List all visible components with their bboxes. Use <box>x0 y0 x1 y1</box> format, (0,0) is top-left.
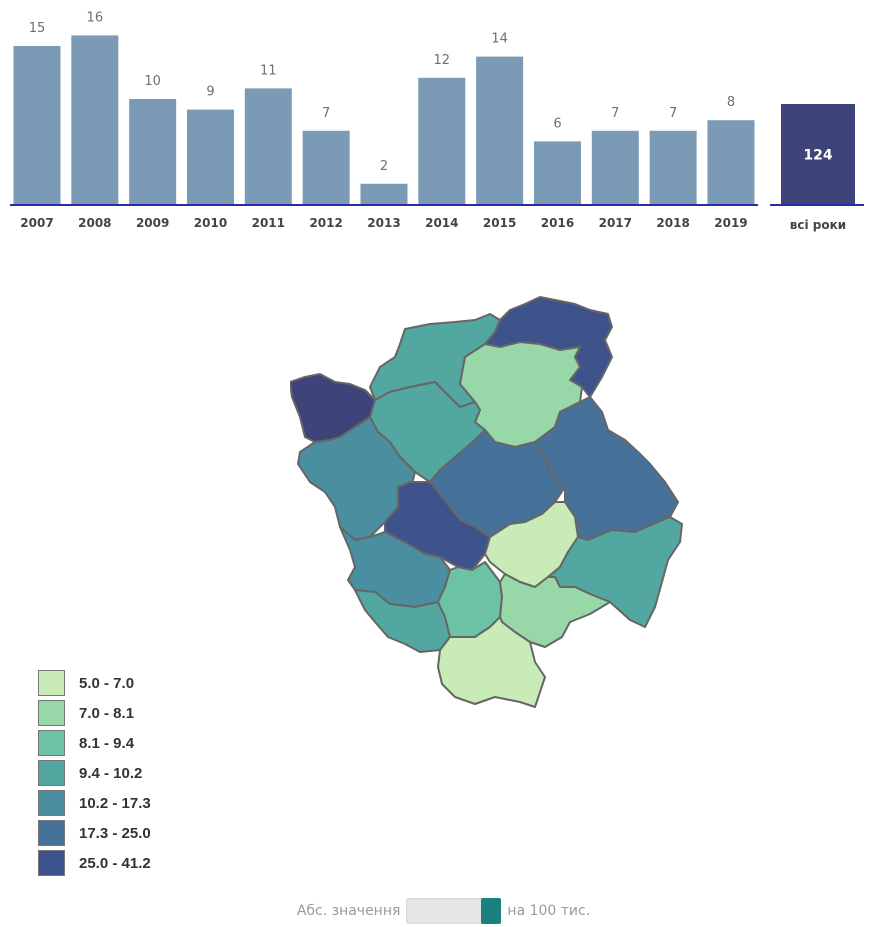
absolute-values-label: Абс. значення <box>296 903 401 919</box>
legend: 5.0 - 7.0 7.0 - 8.1 8.1 - 9.4 9.4 - 10.2 10.… <box>38 668 151 878</box>
bar-value-label: 14 <box>491 32 508 47</box>
bar-value-label: 7 <box>322 106 330 121</box>
bar-2007[interactable] <box>13 46 61 205</box>
legend-swatch <box>38 700 65 726</box>
bar-2011[interactable] <box>244 88 292 205</box>
bar-value-label: 12 <box>434 53 451 68</box>
bar-2008[interactable] <box>71 35 119 206</box>
legend-label: 17.3 - 25.0 <box>79 824 151 842</box>
map-region-far-south[interactable] <box>437 616 546 708</box>
total-label: всі роки <box>790 218 846 232</box>
x-tick-label: 2018 <box>656 216 689 230</box>
x-tick-label: 2012 <box>309 216 342 230</box>
bar-value-label: 7 <box>669 106 677 121</box>
bar-2010[interactable] <box>186 109 234 205</box>
bar-chart: 15 2007 16 2008 10 2009 9 2010 11 2011 7 2012 2 2013 1… <box>10 10 864 232</box>
legend-swatch <box>38 670 65 696</box>
legend-item: 10.2 - 17.3 <box>38 788 151 818</box>
x-tick-label: 2013 <box>367 216 400 230</box>
bar-value-label: 11 <box>260 63 277 78</box>
x-tick-label: 2019 <box>714 216 747 230</box>
legend-item: 17.3 - 25.0 <box>38 818 151 848</box>
bar-2018[interactable] <box>649 130 697 205</box>
x-tick-label: 2011 <box>252 216 285 230</box>
legend-item: 25.0 - 41.2 <box>38 848 151 878</box>
bar-2017[interactable] <box>591 130 639 205</box>
legend-swatch <box>38 850 65 876</box>
bar-value-label: 15 <box>29 21 46 36</box>
total-value-label: 124 <box>803 148 832 164</box>
legend-item: 7.0 - 8.1 <box>38 698 151 728</box>
legend-item: 8.1 - 9.4 <box>38 728 151 758</box>
legend-label: 10.2 - 17.3 <box>79 794 151 812</box>
bar-value-label: 6 <box>553 116 561 131</box>
x-tick-label: 2009 <box>136 216 169 230</box>
x-tick-label: 2016 <box>541 216 574 230</box>
bar-2009[interactable] <box>129 99 177 205</box>
bar-value-label: 9 <box>206 85 214 100</box>
region-map <box>290 296 683 708</box>
switch-knob[interactable] <box>481 898 502 924</box>
legend-label: 9.4 - 10.2 <box>79 764 143 782</box>
legend-swatch <box>38 820 65 846</box>
bar-2016[interactable] <box>533 141 581 205</box>
value-mode-toggle-row: Абс. значення на 100 тис. <box>0 898 887 924</box>
legend-swatch <box>38 760 65 786</box>
legend-swatch <box>38 790 65 816</box>
bar-2015[interactable] <box>476 56 524 205</box>
legend-label: 5.0 - 7.0 <box>79 674 135 692</box>
value-mode-switch[interactable] <box>406 898 502 924</box>
bar-value-label: 7 <box>611 106 619 121</box>
legend-item: 9.4 - 10.2 <box>38 758 151 788</box>
legend-label: 8.1 - 9.4 <box>79 734 135 752</box>
bar-value-label: 8 <box>727 95 735 110</box>
per-100k-label: на 100 тис. <box>507 903 591 919</box>
x-tick-label: 2008 <box>78 216 111 230</box>
bar-2013[interactable] <box>360 183 408 205</box>
bar-2019[interactable] <box>707 120 755 205</box>
legend-label: 25.0 - 41.2 <box>79 854 151 872</box>
x-tick-label: 2007 <box>20 216 53 230</box>
bar-2012[interactable] <box>302 130 350 205</box>
x-tick-label: 2014 <box>425 216 458 230</box>
map-region-east[interactable] <box>534 396 679 541</box>
x-tick-label: 2015 <box>483 216 516 230</box>
bar-2014[interactable] <box>418 77 466 205</box>
legend-swatch <box>38 730 65 756</box>
bar-value-label: 2 <box>380 159 388 174</box>
x-tick-label: 2010 <box>194 216 227 230</box>
x-tick-label: 2017 <box>599 216 632 230</box>
bar-value-label: 10 <box>144 74 161 89</box>
legend-label: 7.0 - 8.1 <box>79 704 135 722</box>
total-bar[interactable] <box>781 104 855 205</box>
legend-item: 5.0 - 7.0 <box>38 668 151 698</box>
bar-value-label: 16 <box>87 10 104 25</box>
